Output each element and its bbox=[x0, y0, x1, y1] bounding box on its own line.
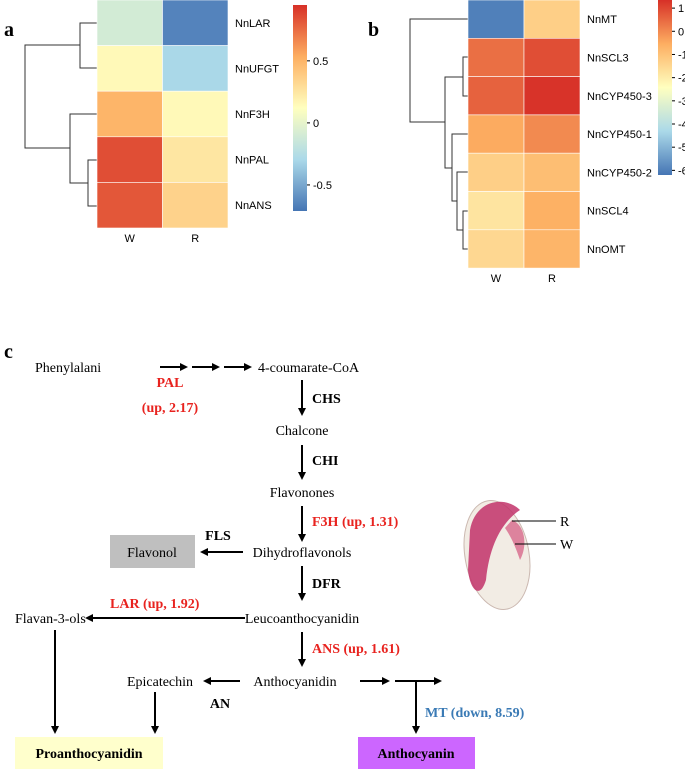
heatmap-cell bbox=[467, 0, 525, 39]
compound: Phenylalani bbox=[35, 361, 101, 376]
panel-label: b bbox=[368, 19, 379, 41]
enzyme: CHS bbox=[312, 392, 341, 407]
heatmap-cell bbox=[96, 182, 163, 229]
colorbar-tick-label: -4 bbox=[678, 119, 685, 131]
heatmap-cell bbox=[467, 114, 525, 154]
petal-label: R bbox=[560, 515, 570, 530]
compound: Anthocyanin bbox=[377, 747, 454, 762]
compound: Flavan-3-ols bbox=[15, 612, 86, 627]
row-label: NnANS bbox=[235, 200, 272, 212]
heatmap-cell bbox=[523, 114, 581, 154]
enzyme: LAR (up, 1.92) bbox=[110, 597, 200, 612]
heatmap-cell bbox=[162, 136, 229, 183]
heatmap-cell bbox=[162, 45, 229, 92]
colorbar-tick-label: 0.5 bbox=[313, 56, 328, 68]
heatmap-cell bbox=[467, 152, 525, 192]
heatmap-cell bbox=[523, 152, 581, 192]
panel-label: a bbox=[4, 19, 14, 41]
column-label: W bbox=[125, 233, 136, 245]
heatmap-cell bbox=[523, 0, 581, 39]
heatmap-cell bbox=[96, 45, 163, 92]
compound: Flavonones bbox=[270, 486, 335, 501]
row-label: NnSCL3 bbox=[587, 52, 629, 64]
heatmap-cell bbox=[523, 191, 581, 231]
heatmap-cell bbox=[96, 136, 163, 183]
row-label: NnSCL4 bbox=[587, 206, 629, 218]
row-label: NnF3H bbox=[235, 109, 270, 121]
flavonol-box bbox=[110, 535, 195, 568]
colorbar-tick-label: 1 bbox=[678, 3, 684, 15]
column-label: R bbox=[191, 233, 199, 245]
enzyme: FLS bbox=[205, 529, 231, 544]
proanthocyanidin-box bbox=[15, 737, 163, 769]
enzyme: DFR bbox=[312, 577, 342, 592]
compound: Epicatechin bbox=[127, 675, 193, 690]
row-label: NnMT bbox=[587, 14, 617, 26]
row-label: NnLAR bbox=[235, 18, 271, 30]
colorbar-tick-label: 0 bbox=[313, 118, 319, 130]
enzyme: MT (down, 8.59) bbox=[425, 706, 525, 721]
heatmap-cell bbox=[96, 90, 163, 138]
heatmap-cell bbox=[523, 37, 581, 77]
colorbar bbox=[293, 5, 307, 211]
heatmap-cell bbox=[467, 76, 525, 116]
colorbar-tick-label: -1 bbox=[678, 49, 685, 61]
petal bbox=[463, 500, 531, 610]
row-label: NnCYP450-3 bbox=[587, 91, 652, 103]
enzyme: AN bbox=[210, 697, 230, 712]
compound: 4-coumarate-CoA bbox=[258, 361, 360, 376]
pathway: Phenylalani 4-coumarate-CoA PAL (up, 2.1… bbox=[15, 361, 574, 769]
row-label: NnUFGT bbox=[235, 63, 279, 75]
heatmap-cell bbox=[467, 191, 525, 231]
enzyme: PAL bbox=[157, 376, 184, 391]
heatmap-cell bbox=[162, 182, 229, 229]
row-label: NnOMT bbox=[587, 244, 626, 256]
panel-label: c bbox=[4, 341, 13, 363]
column-label: W bbox=[491, 273, 502, 285]
row-label: NnCYP450-2 bbox=[587, 167, 652, 179]
colorbar-tick-label: -3 bbox=[678, 96, 685, 108]
row-label: NnCYP450-1 bbox=[587, 129, 652, 141]
colorbar-tick-label: -0.5 bbox=[313, 180, 332, 192]
colorbar bbox=[658, 0, 672, 175]
row-label: NnPAL bbox=[235, 155, 269, 167]
heatmap-cell bbox=[96, 0, 163, 46]
compound: Flavonol bbox=[127, 546, 177, 561]
enzyme-change: (up, 2.17) bbox=[142, 401, 199, 416]
compound: Leucoanthocyanidin bbox=[245, 612, 359, 627]
colorbar-tick-label: -2 bbox=[678, 73, 685, 85]
heatmap-cell bbox=[467, 229, 525, 269]
dendrogram bbox=[24, 22, 97, 207]
heatmap-cell bbox=[162, 0, 229, 46]
colorbar-tick-label: 0 bbox=[678, 26, 684, 38]
heatmap-cell bbox=[467, 37, 525, 77]
heatmap-cell bbox=[523, 76, 581, 116]
colorbar-tick-label: -6 bbox=[678, 165, 685, 177]
enzyme: F3H (up, 1.31) bbox=[312, 515, 399, 530]
anthocyanin-box bbox=[358, 737, 475, 769]
petal-label: W bbox=[560, 538, 574, 553]
dendrogram bbox=[409, 18, 468, 250]
compound: Proanthocyanidin bbox=[35, 747, 142, 762]
colorbar-tick-label: -5 bbox=[678, 142, 685, 154]
compound: Chalcone bbox=[276, 424, 329, 439]
column-label: R bbox=[548, 273, 556, 285]
heatmap-cell bbox=[162, 90, 229, 138]
compound: Dihydroflavonols bbox=[253, 546, 352, 561]
enzyme: CHI bbox=[312, 454, 338, 469]
heatmap-cell bbox=[523, 229, 581, 269]
enzyme: ANS (up, 1.61) bbox=[312, 642, 400, 657]
compound: Anthocyanidin bbox=[253, 675, 336, 690]
